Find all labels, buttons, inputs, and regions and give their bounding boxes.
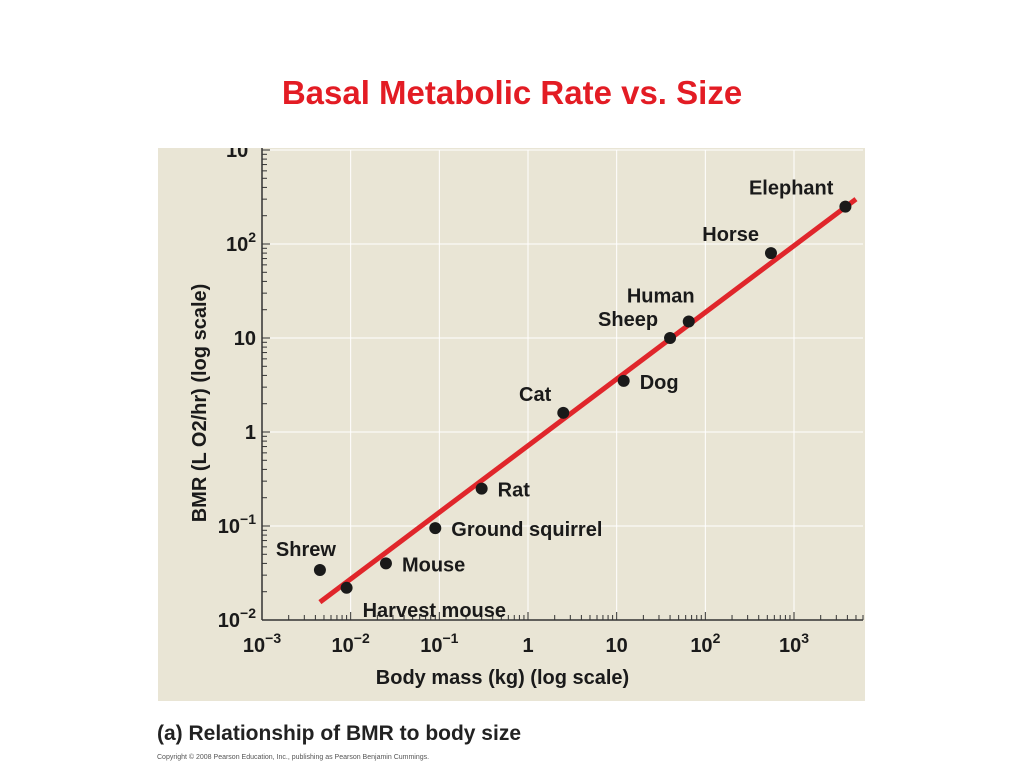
y-axis-title: BMR (L O2/hr) (log scale) xyxy=(189,284,211,523)
data-point xyxy=(340,581,353,594)
y-tick-label: 1 xyxy=(245,422,256,444)
data-point xyxy=(429,522,442,535)
copyright-notice: Copyright © 2008 Pearson Education, Inc.… xyxy=(157,754,430,761)
data-point xyxy=(617,374,630,387)
x-axis-title: Body mass (kg) (log scale) xyxy=(376,667,629,689)
fit-line-layer xyxy=(318,197,858,605)
grid-lines xyxy=(261,149,863,621)
data-points: Shrew Harvest mouse Mouse Ground squirrel Ra… xyxy=(276,178,852,622)
tick-labels: 10−310−210−111010210310−210−1110102103Bo… xyxy=(189,148,809,689)
data-point xyxy=(682,315,695,328)
y-tick-label: 10−2 xyxy=(218,605,256,632)
data-point-label: Elephant xyxy=(749,178,834,200)
data-point-label: Mouse xyxy=(402,554,465,576)
figure-panel: Shrew Harvest mouse Mouse Ground squirrel Ra… xyxy=(158,148,865,701)
x-tick-label: 10−3 xyxy=(243,630,281,657)
bmr-scatter-chart: Shrew Harvest mouse Mouse Ground squirrel Ra… xyxy=(189,148,864,689)
data-point-label: Ground squirrel xyxy=(451,519,602,541)
x-tick-label: 10 xyxy=(606,635,628,657)
y-tick-label: 10−1 xyxy=(218,511,256,538)
data-point-label: Horse xyxy=(702,224,759,246)
data-point xyxy=(664,332,677,344)
data-point-label: Dog xyxy=(640,372,679,394)
y-tick-label: 103 xyxy=(226,148,256,162)
data-point-label: Human xyxy=(627,285,695,307)
axes xyxy=(261,148,864,621)
data-point xyxy=(557,406,570,419)
data-point xyxy=(379,557,392,570)
data-point xyxy=(764,247,777,260)
slide-title: Basal Metabolic Rate vs. Size xyxy=(281,74,743,111)
x-tick-label: 103 xyxy=(779,630,809,657)
figure-caption: (a) Relationship of BMR to body size xyxy=(157,722,522,745)
y-tick-label: 10 xyxy=(234,328,256,350)
data-point-label: Cat xyxy=(519,384,552,406)
data-point-label: Sheep xyxy=(598,309,658,331)
data-point xyxy=(839,200,852,213)
data-point xyxy=(475,482,488,495)
regression-line xyxy=(318,197,858,605)
data-point-label: Rat xyxy=(498,480,531,502)
data-point-label: Harvest mouse xyxy=(363,600,506,622)
x-tick-label: 102 xyxy=(690,630,720,657)
x-tick-label: 10−2 xyxy=(332,630,370,657)
y-tick-label: 102 xyxy=(226,229,256,256)
data-point-label: Shrew xyxy=(276,539,336,561)
data-point xyxy=(313,564,326,577)
x-tick-label: 1 xyxy=(522,635,533,657)
x-tick-label: 10−1 xyxy=(420,630,458,657)
